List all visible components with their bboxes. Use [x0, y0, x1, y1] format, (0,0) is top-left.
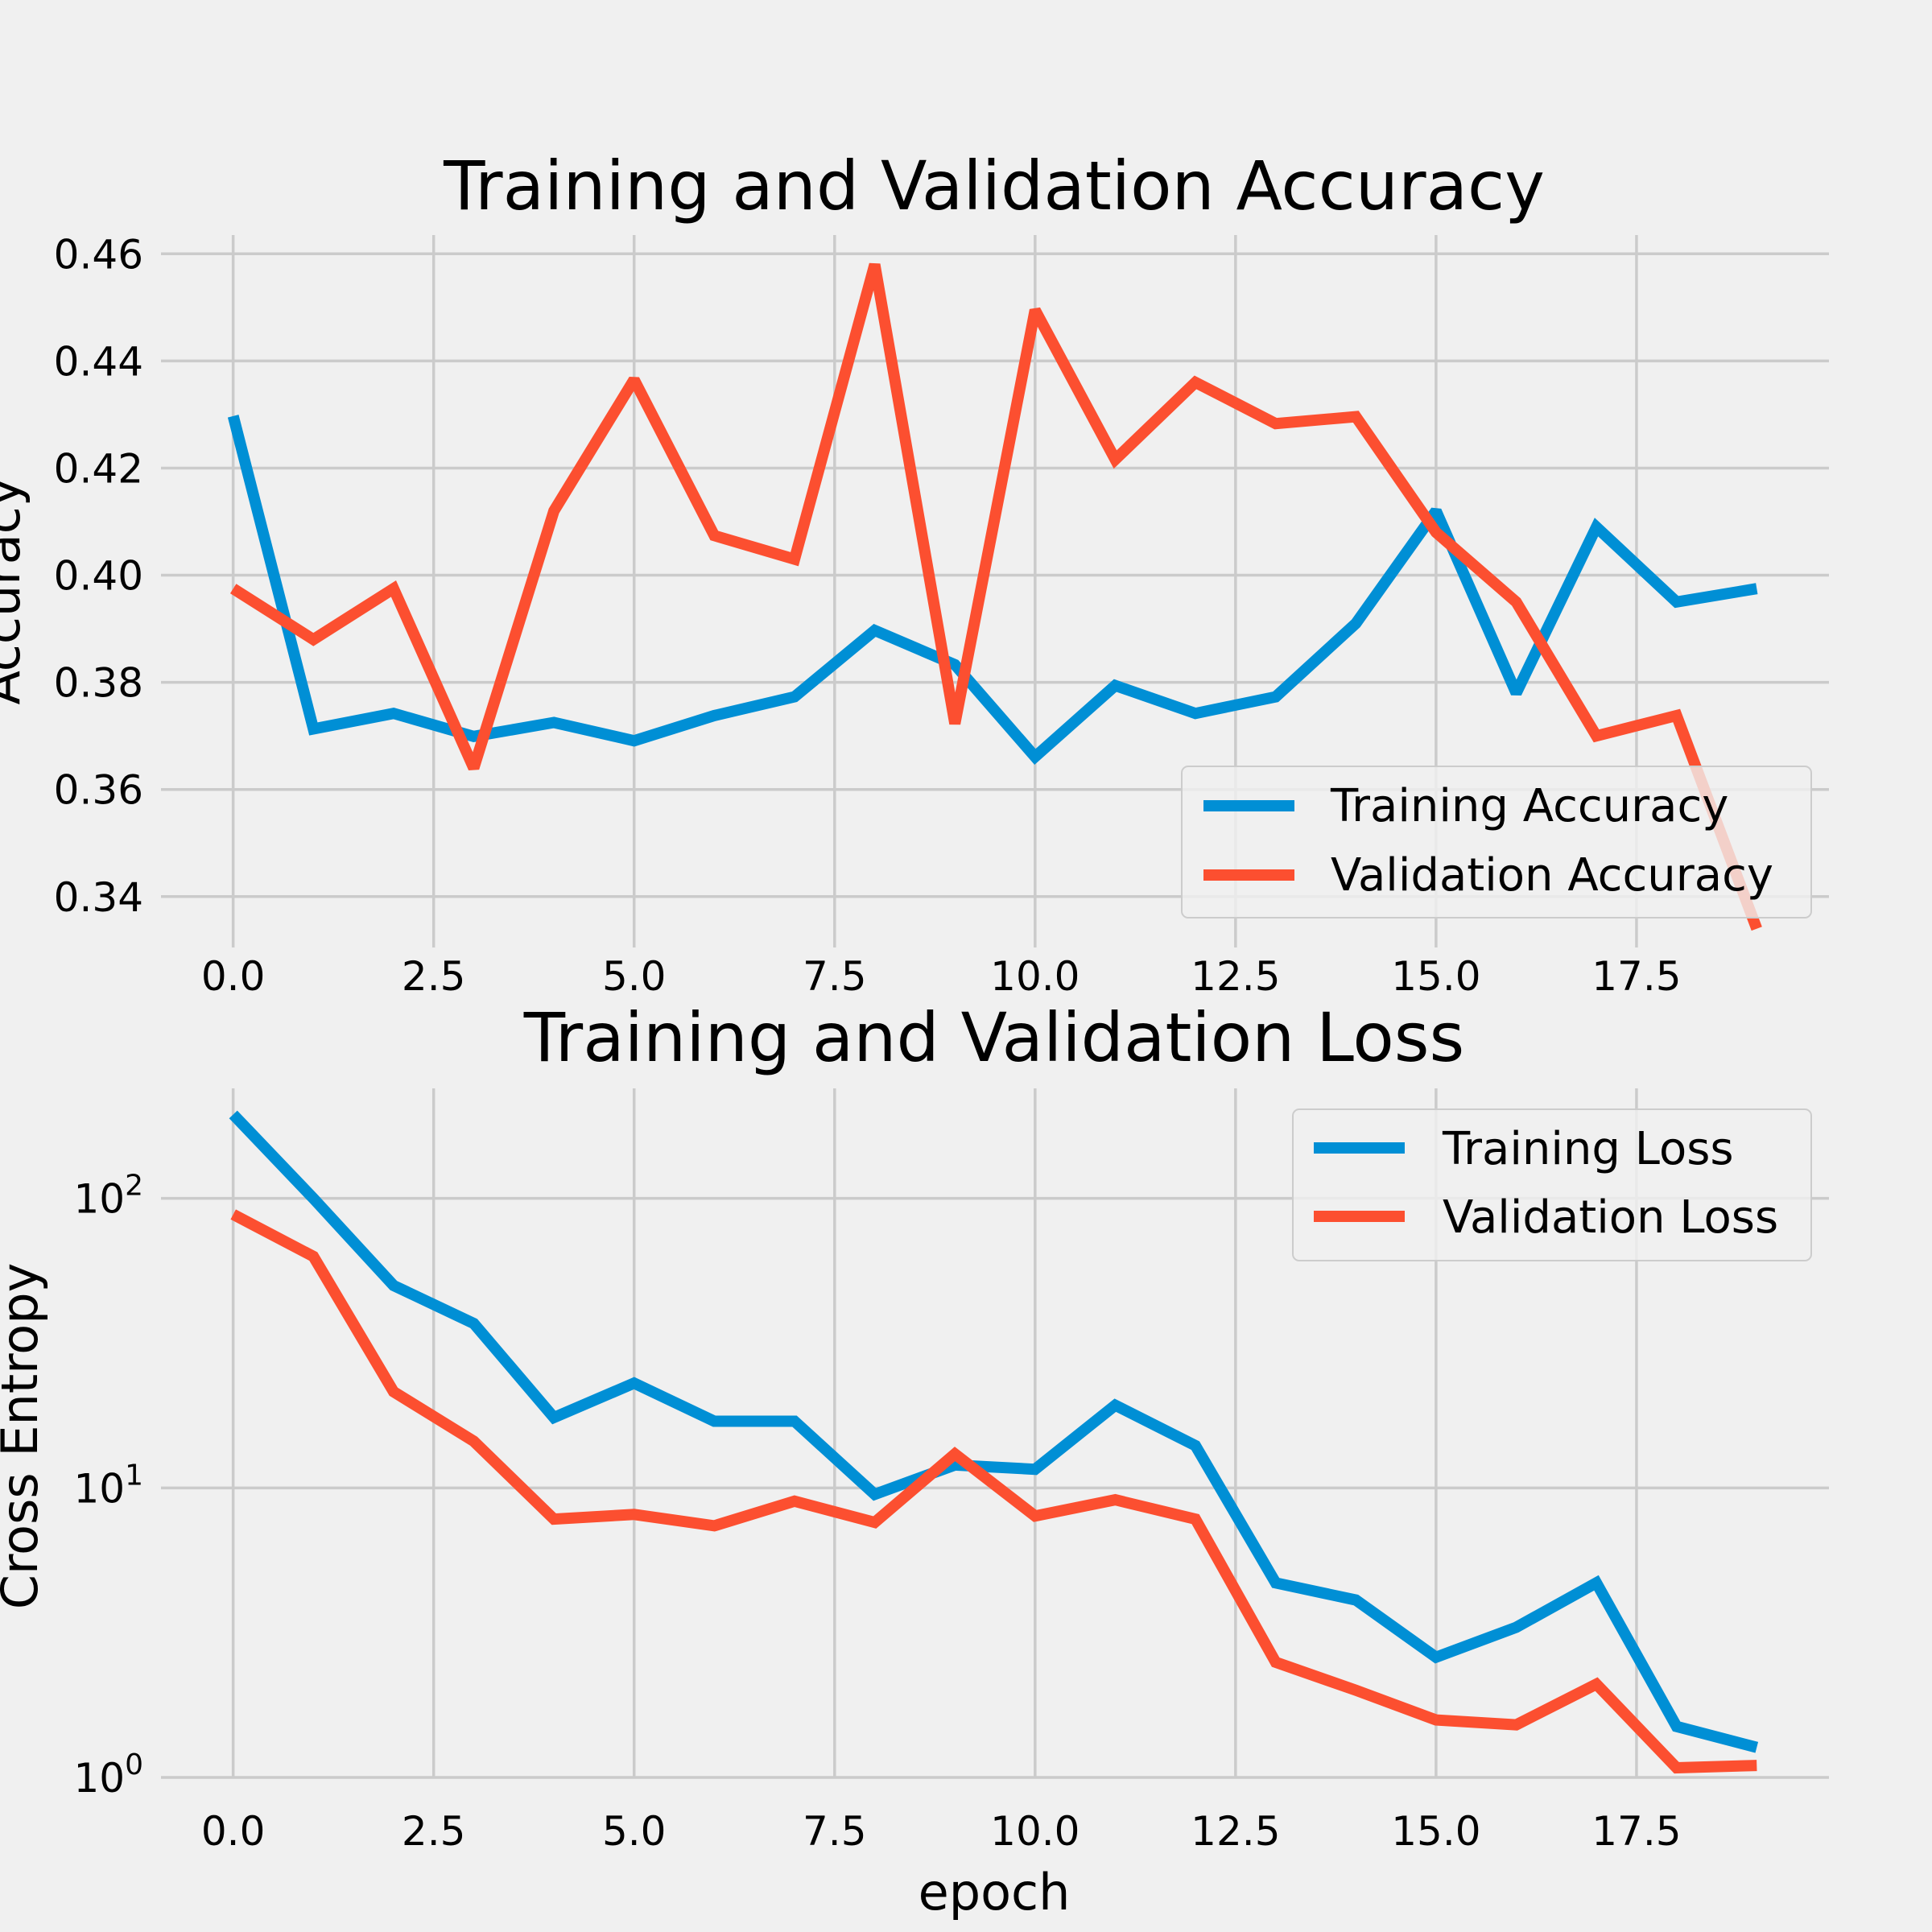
loss-series: [229, 1110, 1759, 1774]
accuracy-series-line-validation: [229, 262, 1762, 931]
accuracy-x-tick-label: 2.5: [402, 953, 466, 1000]
accuracy-legend-box: [1181, 766, 1812, 919]
loss-x-tick-label: 0.0: [201, 1808, 266, 1855]
loss-series-line-validation: [230, 1209, 1757, 1774]
loss-x-axis-label: epoch: [919, 1863, 1071, 1922]
accuracy-x-tick-label: 15.0: [1391, 953, 1480, 1000]
accuracy-plot: Training and Validation Accuracy 0.0 2.5 5…: [0, 147, 1829, 1000]
loss-x-tick-label: 10.0: [990, 1808, 1080, 1855]
accuracy-x-tick-label: 7.5: [803, 953, 867, 1000]
loss-legend-box: [1292, 1108, 1812, 1261]
loss-y-tick-label: 101: [73, 1459, 143, 1512]
accuracy-x-tick-label: 5.0: [602, 953, 667, 1000]
accuracy-y-ticks: 0.34 0.36 0.38 0.40 0.42 0.44 0.46: [54, 231, 143, 920]
accuracy-y-tick-label: 0.34: [54, 874, 143, 921]
loss-x-tick-label: 12.5: [1191, 1808, 1280, 1855]
accuracy-y-axis-label: Accuracy: [0, 477, 31, 704]
accuracy-legend-label-validation: Validation Accuracy: [1331, 849, 1773, 902]
accuracy-x-tick-label: 12.5: [1191, 953, 1280, 1000]
accuracy-y-tick-label: 0.36: [54, 767, 143, 814]
loss-x-tick-label: 2.5: [402, 1808, 466, 1855]
accuracy-y-tick-label: 0.40: [54, 553, 143, 600]
accuracy-x-tick-label: 0.0: [201, 953, 266, 1000]
loss-x-ticks: 0.0 2.5 5.0 7.5 10.0 12.5 15.0 17.5: [201, 1808, 1682, 1855]
loss-x-tick-label: 17.5: [1591, 1808, 1681, 1855]
accuracy-x-ticks: 0.0 2.5 5.0 7.5 10.0 12.5 15.0 17.5: [201, 953, 1682, 1000]
accuracy-series: [227, 262, 1762, 931]
accuracy-y-tick-label: 0.38: [54, 660, 143, 707]
accuracy-y-tick-label: 0.44: [54, 338, 143, 385]
loss-legend-label-training: Training Loss: [1442, 1123, 1734, 1175]
loss-y-ticks: 100 101 102: [73, 1170, 143, 1802]
loss-x-tick-label: 7.5: [803, 1808, 867, 1855]
loss-y-axis-label: Cross Entropy: [0, 1263, 49, 1610]
loss-legend-label-validation: Validation Loss: [1443, 1191, 1778, 1244]
accuracy-legend-label-training: Training Accuracy: [1330, 780, 1728, 832]
accuracy-x-tick-label: 17.5: [1591, 953, 1681, 1000]
accuracy-x-tick-label: 10.0: [990, 953, 1080, 1000]
loss-plot: Training and Validation Loss 0.0 2.5 5.0 7.…: [0, 998, 1829, 1922]
loss-x-tick-label: 15.0: [1391, 1808, 1480, 1855]
loss-series-line-training: [229, 1110, 1759, 1753]
accuracy-title: Training and Validation Accuracy: [443, 147, 1545, 225]
loss-y-tick-label: 100: [73, 1748, 143, 1802]
loss-title: Training and Validation Loss: [523, 998, 1465, 1077]
accuracy-legend: Training Accuracy Validation Accuracy: [1181, 766, 1812, 919]
loss-x-tick-label: 5.0: [602, 1808, 667, 1855]
accuracy-y-tick-label: 0.46: [54, 231, 143, 278]
loss-y-tick-label: 102: [73, 1170, 143, 1223]
accuracy-y-tick-label: 0.42: [54, 445, 143, 492]
loss-legend: Training Loss Validation Loss: [1292, 1108, 1812, 1261]
